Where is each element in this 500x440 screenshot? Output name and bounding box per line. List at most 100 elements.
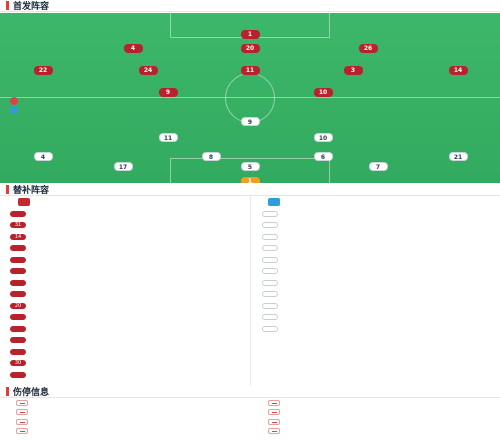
player-name [227,77,273,82]
home-player[interactable]: 10 [300,79,346,104]
shirt-number: 5 [240,162,260,171]
away-bench-list [262,208,500,335]
bench-number [262,245,278,252]
bench-row[interactable] [10,335,250,347]
bench-number [262,256,278,263]
bench-number [262,268,278,275]
pitch: 1 4 20 26 22 24 11 [0,13,500,183]
bench-number [262,302,278,309]
injury-icon [16,399,28,406]
bench-row[interactable] [262,266,500,278]
shirt-number: 9 [158,88,178,97]
shirt-number: 14 [448,66,468,75]
injury-row[interactable] [16,398,256,408]
bench-number [10,210,26,217]
home-player[interactable]: 1 [227,21,273,46]
injury-row[interactable] [268,398,500,408]
home-player[interactable]: 4 [110,35,156,60]
shirt-number: 10 [313,88,333,97]
away-player[interactable]: 7 [355,154,401,179]
injury-icon [268,409,280,416]
away-player[interactable]: 4 [20,144,66,169]
bench-row[interactable] [10,346,250,358]
away-player[interactable]: 5 [227,154,273,179]
injury-row[interactable] [268,417,500,427]
bench-title: 替补阵容 [13,186,50,196]
penalty-box-bottom [170,158,330,183]
injury-row[interactable] [16,408,256,418]
bench-number: 14 [10,233,26,240]
home-player[interactable]: 11 [227,57,273,82]
home-player[interactable]: 3 [330,57,376,82]
bench-row[interactable] [262,208,500,220]
away-player[interactable]: 1 [227,168,273,183]
away-player[interactable]: 11 [145,125,191,150]
shirt-number: 1 [240,30,260,39]
player-name [355,174,401,179]
bench-row[interactable] [10,369,250,381]
shirt-number: 26 [358,44,378,53]
home-player[interactable]: 22 [20,57,66,82]
home-player[interactable]: 24 [125,57,171,82]
away-player[interactable]: 10 [300,125,346,150]
home-player[interactable]: 14 [435,57,481,82]
home-badge-icon [18,198,30,206]
bench-row[interactable] [262,300,500,312]
away-player[interactable]: 21 [435,144,481,169]
shirt-number: 17 [113,162,133,171]
bench-row[interactable]: 30 [10,358,250,370]
player-name [227,129,273,134]
bench-row[interactable] [10,208,250,220]
injury-row[interactable] [16,417,256,427]
section-accent [6,1,9,10]
player-name [435,164,481,169]
injury-row[interactable] [268,427,500,437]
injury-row[interactable] [16,427,256,437]
bench-number [10,348,26,355]
bench-row[interactable] [10,254,250,266]
home-player[interactable]: 26 [345,35,391,60]
injury-row[interactable] [268,408,500,418]
shirt-number: 21 [448,152,468,161]
bench-number [10,371,26,378]
away-player[interactable]: 8 [188,144,234,169]
shirt-number: 10 [313,133,333,142]
injury-icon [16,428,28,435]
injury-icon [268,399,280,406]
shirt-number: 4 [33,152,53,161]
home-player[interactable]: 9 [145,79,191,104]
bench-number [262,291,278,298]
away-player[interactable]: 17 [100,154,146,179]
shirt-number: 7 [368,162,388,171]
away-player[interactable]: 6 [300,144,346,169]
bench-row[interactable] [10,323,250,335]
bench-row[interactable] [10,312,250,324]
bench-row[interactable] [262,231,500,243]
bench-row[interactable] [262,323,500,335]
shirt-number: 11 [240,66,260,75]
bench-row[interactable] [10,289,250,301]
bench-row[interactable]: 14 [10,231,250,243]
bench-row[interactable] [262,289,500,301]
away-player[interactable]: 9 [227,109,273,134]
bench-row[interactable] [262,254,500,266]
player-name [300,164,346,169]
bench-row[interactable]: 31 [10,220,250,232]
bench-number [262,314,278,321]
bench-row[interactable] [262,277,500,289]
bench-number [10,268,26,275]
shirt-number: 22 [33,66,53,75]
bench-row[interactable] [10,277,250,289]
home-coach [10,97,21,105]
bench-row[interactable]: 20 [10,300,250,312]
section-accent [6,185,9,194]
bench-number [10,337,26,344]
bench-teams [0,197,500,207]
bench-row[interactable] [262,243,500,255]
home-player[interactable]: 20 [227,35,273,60]
bench-row[interactable] [10,266,250,278]
bench-row[interactable] [262,312,500,324]
shirt-number: 9 [240,117,260,126]
bench-row[interactable] [262,220,500,232]
bench-row[interactable] [10,243,250,255]
